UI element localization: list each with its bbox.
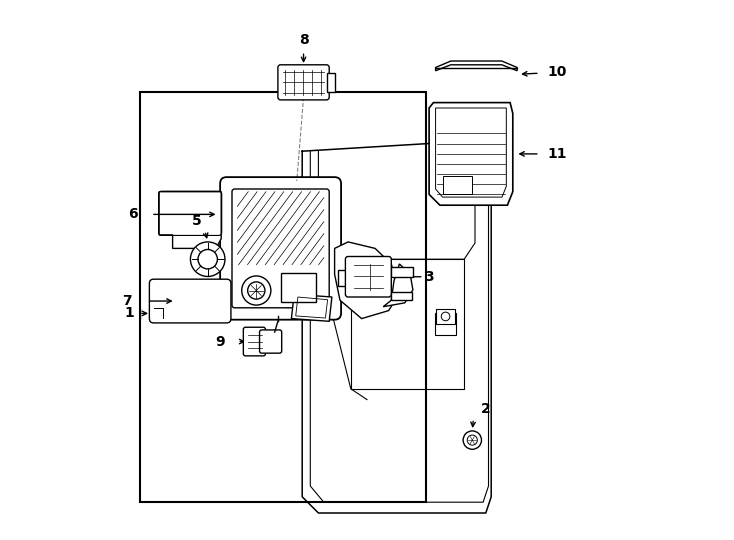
Text: 6: 6: [128, 207, 137, 221]
Bar: [435, 313, 456, 335]
Text: 9: 9: [215, 335, 225, 348]
Circle shape: [468, 435, 477, 445]
Text: 1: 1: [124, 306, 134, 320]
Text: 11: 11: [548, 147, 567, 161]
Text: 10: 10: [548, 65, 567, 78]
Polygon shape: [291, 294, 332, 321]
Bar: [153, 307, 164, 317]
FancyBboxPatch shape: [220, 177, 341, 320]
Bar: [443, 176, 472, 194]
FancyBboxPatch shape: [278, 65, 330, 100]
Circle shape: [190, 242, 225, 276]
Bar: [327, 73, 335, 92]
Circle shape: [463, 431, 482, 449]
Polygon shape: [383, 264, 413, 307]
Circle shape: [247, 282, 265, 299]
Bar: [391, 292, 412, 300]
FancyBboxPatch shape: [260, 330, 282, 353]
Bar: [338, 270, 349, 286]
Text: 4: 4: [266, 295, 275, 309]
Polygon shape: [159, 192, 221, 248]
Text: 2: 2: [481, 402, 490, 416]
Text: 8: 8: [299, 33, 308, 47]
FancyBboxPatch shape: [232, 189, 330, 308]
Polygon shape: [435, 61, 517, 71]
Bar: [280, 273, 316, 302]
Bar: [391, 267, 413, 277]
FancyBboxPatch shape: [150, 279, 231, 323]
Polygon shape: [429, 103, 513, 205]
Circle shape: [441, 312, 450, 321]
Bar: [140, 92, 426, 502]
Circle shape: [241, 276, 271, 305]
Polygon shape: [335, 242, 399, 319]
FancyBboxPatch shape: [244, 327, 266, 356]
FancyBboxPatch shape: [346, 256, 391, 297]
Text: 7: 7: [123, 294, 132, 308]
Circle shape: [198, 249, 217, 269]
Text: 3: 3: [424, 270, 433, 284]
Text: 5: 5: [192, 214, 202, 228]
Bar: [436, 309, 455, 324]
